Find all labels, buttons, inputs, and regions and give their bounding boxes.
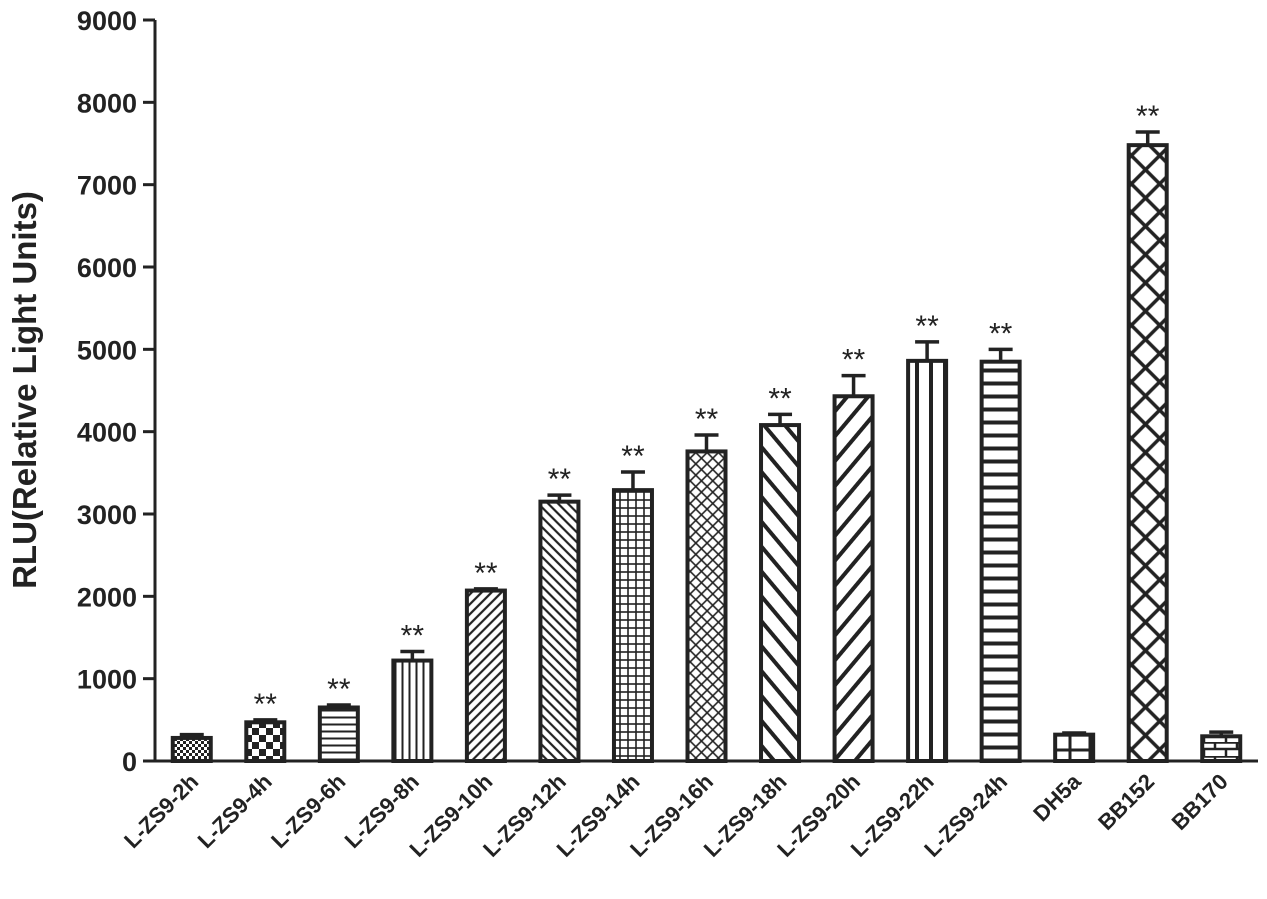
significance-label: ** [327,673,351,706]
significance-label: ** [768,382,792,415]
significance-label: ** [915,310,939,343]
bar [391,658,434,764]
y-axis-title: RLU(Relative Light Units) [6,191,43,589]
bar [832,394,875,763]
bar [611,488,654,763]
significance-label: ** [548,463,572,496]
x-axis: L-ZS9-2hL-ZS9-4hL-ZS9-6hL-ZS9-8hL-ZS9-10… [119,759,1258,862]
y-tick-label: 6000 [77,253,137,283]
y-tick-label: 5000 [77,335,137,365]
bar [979,359,1022,763]
x-tick-label: L-ZS9-6h [266,769,350,853]
y-tick-label: 7000 [77,171,137,201]
y-tick-label: 0 [122,747,137,777]
y-axis: 0 1000 2000 3000 4000 5000 6000 7000 8000 9000 [77,6,157,777]
bar [906,358,949,763]
bar [317,705,360,764]
bars-group: ** ** ** ** ** ** ** ** ** ** ** ** [170,100,1243,764]
significance-label: ** [401,619,425,652]
x-tick-label: L-ZS9-4h [193,769,277,853]
x-tick-label: DH5a [1028,768,1086,826]
y-tick-label: 1000 [77,665,137,695]
bar [464,588,507,763]
x-tick-label: L-ZS9-2h [119,769,203,853]
x-tick-label: BB170 [1167,769,1233,835]
x-tick-label: BB152 [1093,769,1159,835]
significance-label: ** [621,440,645,473]
significance-label: ** [989,317,1013,350]
y-tick-label: 2000 [77,582,137,612]
bar [1200,734,1243,763]
significance-label: ** [254,688,278,721]
bar [244,720,287,764]
significance-label: ** [695,403,719,436]
bar [1126,143,1169,763]
significance-label: ** [842,344,866,377]
bar [1053,732,1096,763]
y-tick-label: 4000 [77,418,137,448]
significance-label: ** [474,557,498,590]
bar [538,499,581,763]
bar [685,449,728,763]
bar [759,423,802,763]
y-tick-label: 9000 [77,6,137,36]
y-tick-label: 8000 [77,88,137,118]
significance-label: ** [1136,100,1160,133]
bar [170,735,213,763]
y-tick-label: 3000 [77,500,137,530]
